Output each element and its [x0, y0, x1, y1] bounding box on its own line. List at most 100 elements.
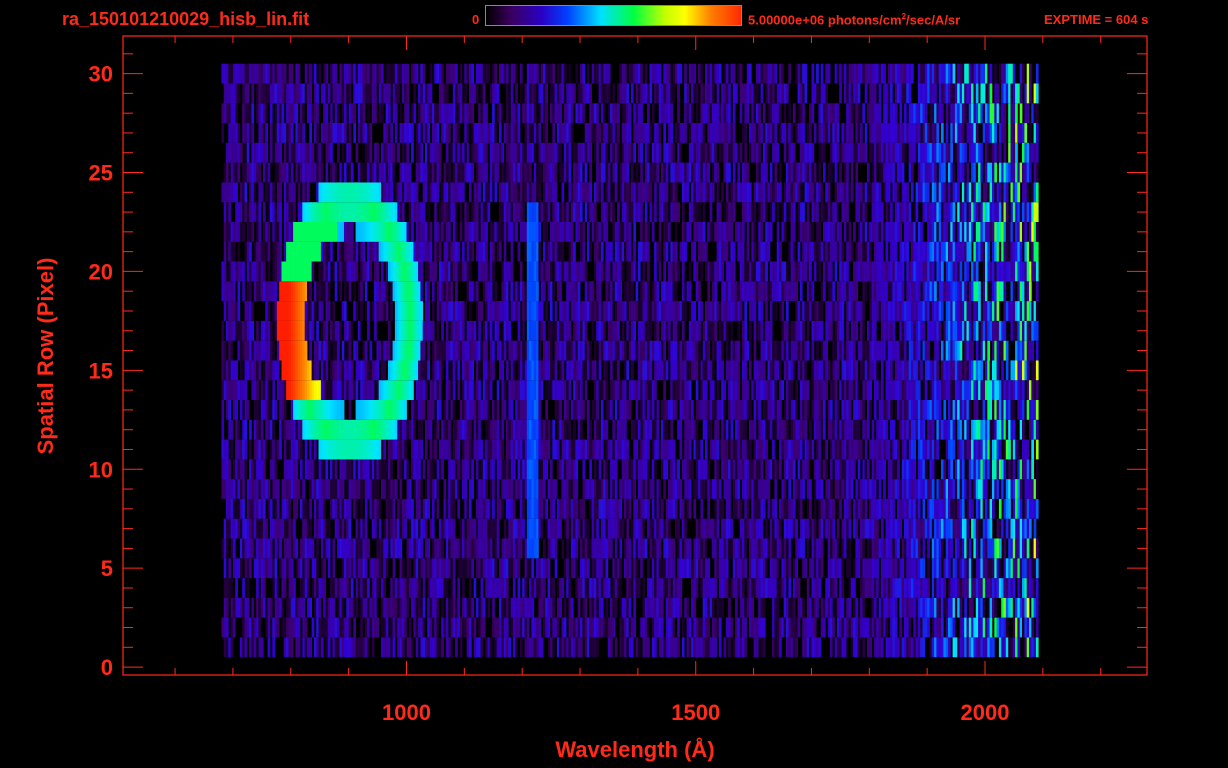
heatmap-pixel: [982, 558, 986, 579]
heatmap-pixel: [413, 360, 417, 381]
heatmap-pixel: [637, 439, 641, 460]
heatmap-pixel: [279, 597, 282, 618]
heatmap-pixel: [499, 558, 502, 579]
heatmap-pixel: [691, 400, 694, 420]
heatmap-pixel: [531, 380, 535, 400]
heatmap-pixel: [929, 400, 933, 420]
heatmap-pixel: [911, 538, 914, 559]
heatmap-pixel: [968, 340, 972, 361]
heatmap-pixel: [883, 479, 886, 499]
heatmap-pixel: [867, 320, 870, 341]
heatmap-pixel: [381, 637, 384, 658]
heatmap-pixel: [985, 498, 988, 519]
heatmap-pixel: [913, 400, 916, 420]
heatmap-pixel: [413, 320, 417, 341]
heatmap-pixel: [399, 320, 403, 341]
heatmap-pixel: [989, 479, 993, 499]
heatmap-pixel: [656, 578, 660, 598]
heatmap-pixel: [515, 558, 518, 579]
heatmap-pixel: [1029, 380, 1032, 400]
heatmap-pixel: [568, 617, 572, 638]
heatmap-pixel: [804, 558, 808, 579]
heatmap-pixel: [802, 538, 805, 559]
heatmap-pixel: [920, 360, 923, 381]
heatmap-pixel: [931, 479, 935, 499]
heatmap-pixel: [515, 597, 518, 618]
heatmap-pixel: [605, 518, 609, 539]
heatmap-pixel: [304, 439, 308, 460]
heatmap-pixel: [792, 459, 796, 480]
heatmap-pixel: [246, 400, 250, 420]
heatmap-pixel: [263, 439, 266, 460]
heatmap-pixel: [1019, 340, 1023, 361]
heatmap-pixel: [552, 360, 555, 381]
heatmap-pixel: [721, 380, 724, 400]
heatmap-pixel: [337, 360, 340, 381]
heatmap-pixel: [762, 360, 766, 381]
heatmap-pixel: [894, 637, 898, 658]
heatmap-pixel: [906, 558, 909, 579]
heatmap-pixel: [651, 479, 655, 499]
heatmap-pixel: [820, 597, 824, 618]
heatmap-pixel: [492, 518, 495, 539]
heatmap-pixel: [742, 400, 745, 420]
heatmap-pixel: [1001, 459, 1004, 480]
heatmap-pixel: [943, 340, 947, 361]
heatmap-pixel: [721, 498, 724, 519]
heatmap-pixel: [408, 360, 412, 381]
heatmap-pixel: [464, 340, 467, 361]
heatmap-pixel: [327, 558, 331, 579]
heatmap-pixel: [341, 578, 345, 598]
heatmap-pixel: [434, 617, 437, 638]
heatmap-pixel: [239, 479, 243, 499]
heatmap-pixel: [267, 340, 271, 361]
heatmap-pixel: [473, 400, 477, 420]
heatmap-pixel: [1026, 400, 1030, 420]
heatmap-pixel: [531, 538, 535, 559]
heatmap-pixel: [529, 320, 532, 341]
heatmap-pixel: [917, 459, 921, 480]
heatmap-pixel: [330, 578, 333, 598]
heatmap-pixel: [665, 558, 669, 579]
heatmap-pixel: [883, 419, 886, 440]
heatmap-pixel: [765, 380, 768, 400]
heatmap-pixel: [374, 578, 377, 598]
heatmap-pixel: [392, 558, 396, 579]
heatmap-pixel: [281, 518, 285, 539]
heatmap-pixel: [911, 320, 914, 341]
heatmap-pixel: [281, 320, 285, 341]
heatmap-pixel: [998, 558, 1002, 579]
heatmap-pixel: [813, 380, 817, 400]
heatmap-pixel: [283, 617, 287, 638]
heatmap-pixel: [707, 617, 710, 638]
heatmap-pixel: [980, 459, 984, 480]
heatmap-pixel: [788, 439, 791, 460]
heatmap-pixel: [575, 320, 579, 341]
heatmap-pixel: [760, 498, 764, 519]
heatmap-pixel: [593, 578, 597, 598]
heatmap-pixel: [494, 439, 498, 460]
heatmap-pixel: [385, 558, 389, 579]
heatmap-pixel: [420, 518, 424, 539]
heatmap-pixel: [971, 340, 974, 361]
heatmap-pixel: [422, 400, 426, 420]
heatmap-pixel: [885, 400, 889, 420]
heatmap-pixel: [723, 578, 727, 598]
heatmap-pixel: [269, 498, 273, 519]
heatmap-pixel: [911, 400, 914, 420]
heatmap-pixel: [300, 301, 303, 321]
heatmap-pixel: [376, 400, 380, 420]
heatmap-pixel: [961, 538, 965, 559]
heatmap-pixel: [295, 597, 299, 618]
heatmap-pixel: [413, 538, 417, 559]
heatmap-pixel: [934, 578, 937, 598]
heatmap-pixel: [702, 617, 706, 638]
heatmap-pixel: [388, 479, 391, 499]
heatmap-pixel: [378, 340, 382, 361]
heatmap-pixel: [290, 419, 294, 440]
heatmap-pixel: [938, 637, 942, 658]
heatmap-pixel: [911, 578, 914, 598]
heatmap-pixel: [265, 340, 268, 361]
heatmap-pixel: [1026, 637, 1030, 658]
heatmap-pixel: [848, 578, 852, 598]
